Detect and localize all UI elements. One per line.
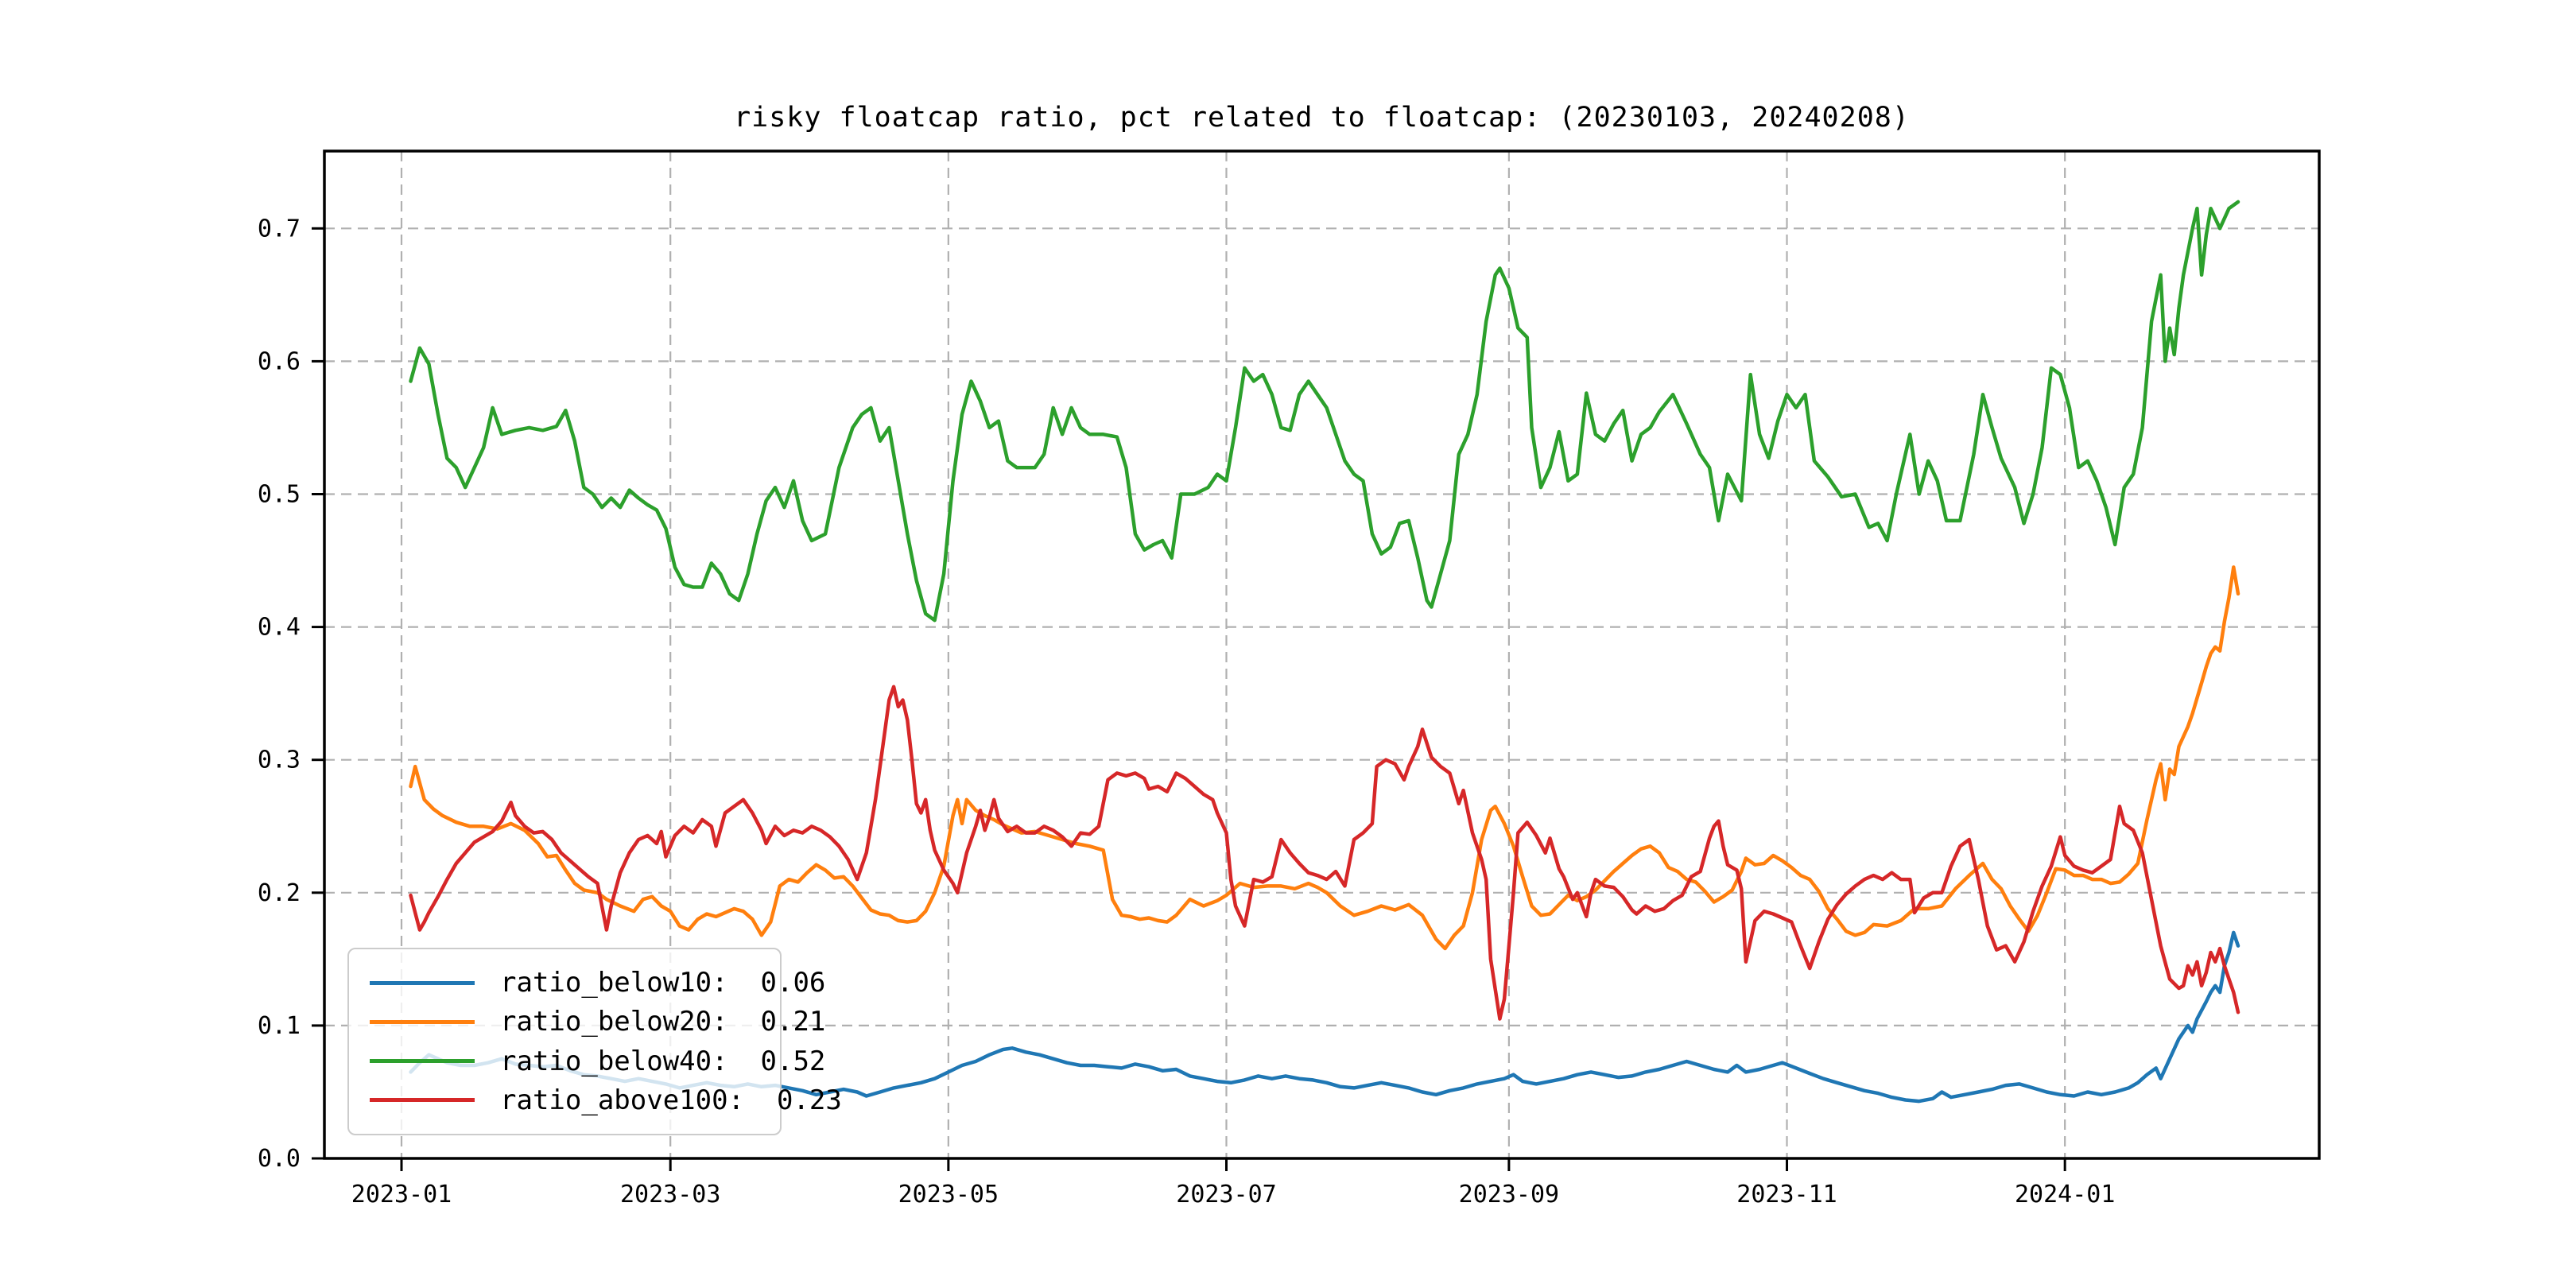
y-tick-label: 0.3	[258, 747, 301, 774]
legend-item-ratio-below20: ratio_below20: 0.21	[370, 1004, 825, 1039]
x-tick-label: 2023-11	[1736, 1181, 1837, 1208]
series-line-ratio_below40	[409, 200, 2240, 623]
legend-label-ratio-above100: ratio_above100: 0.23	[500, 1084, 842, 1116]
legend-label-ratio-below40: ratio_below40: 0.52	[500, 1045, 826, 1077]
legend-label-ratio-below20: ratio_below20: 0.21	[500, 1006, 826, 1038]
y-tick-label: 0.4	[258, 614, 301, 642]
y-tick-label: 0.0	[258, 1145, 301, 1173]
x-tick-label: 2023-07	[1176, 1181, 1276, 1208]
y-tick-label: 0.1	[258, 1012, 301, 1040]
y-tick-label: 0.7	[258, 215, 301, 242]
legend-swatch-ratio-below40	[370, 1059, 475, 1064]
legend-item-ratio-below10: ratio_below10: 0.06	[370, 965, 825, 1000]
legend-label-ratio-below10: ratio_below10: 0.06	[500, 967, 826, 999]
x-tick-label: 2024-01	[2015, 1181, 2115, 1208]
axis-ticks	[312, 227, 2066, 1171]
series-line-ratio_below20	[409, 565, 2240, 951]
x-tick-label: 2023-01	[351, 1181, 452, 1208]
axes-spines	[323, 149, 2321, 1160]
chart-title: risky floatcap ratio, pct related to flo…	[734, 102, 1910, 134]
legend-item-ratio-above100: ratio_above100: 0.23	[370, 1083, 842, 1118]
x-tick-label: 2023-09	[1459, 1181, 1559, 1208]
y-tick-label: 0.5	[258, 481, 301, 509]
series-line-ratio_above100	[409, 685, 2240, 1021]
legend-swatch-ratio-below20	[370, 1019, 475, 1024]
x-tick-label: 2023-03	[620, 1181, 720, 1208]
y-tick-label: 0.2	[258, 879, 301, 907]
legend-box: ratio_below10: 0.06 ratio_below20: 0.21 …	[347, 948, 842, 1135]
axis-tick-labels: 2023-01 2023-03 2023-05 2023-07 2023-09 2023-…	[258, 215, 2116, 1208]
y-tick-label: 0.6	[258, 347, 301, 375]
legend-swatch-ratio-below10	[370, 980, 475, 985]
x-tick-label: 2023-05	[898, 1181, 999, 1208]
legend-swatch-ratio-above100	[370, 1098, 475, 1103]
legend-item-ratio-below40: ratio_below40: 0.52	[370, 1044, 825, 1079]
